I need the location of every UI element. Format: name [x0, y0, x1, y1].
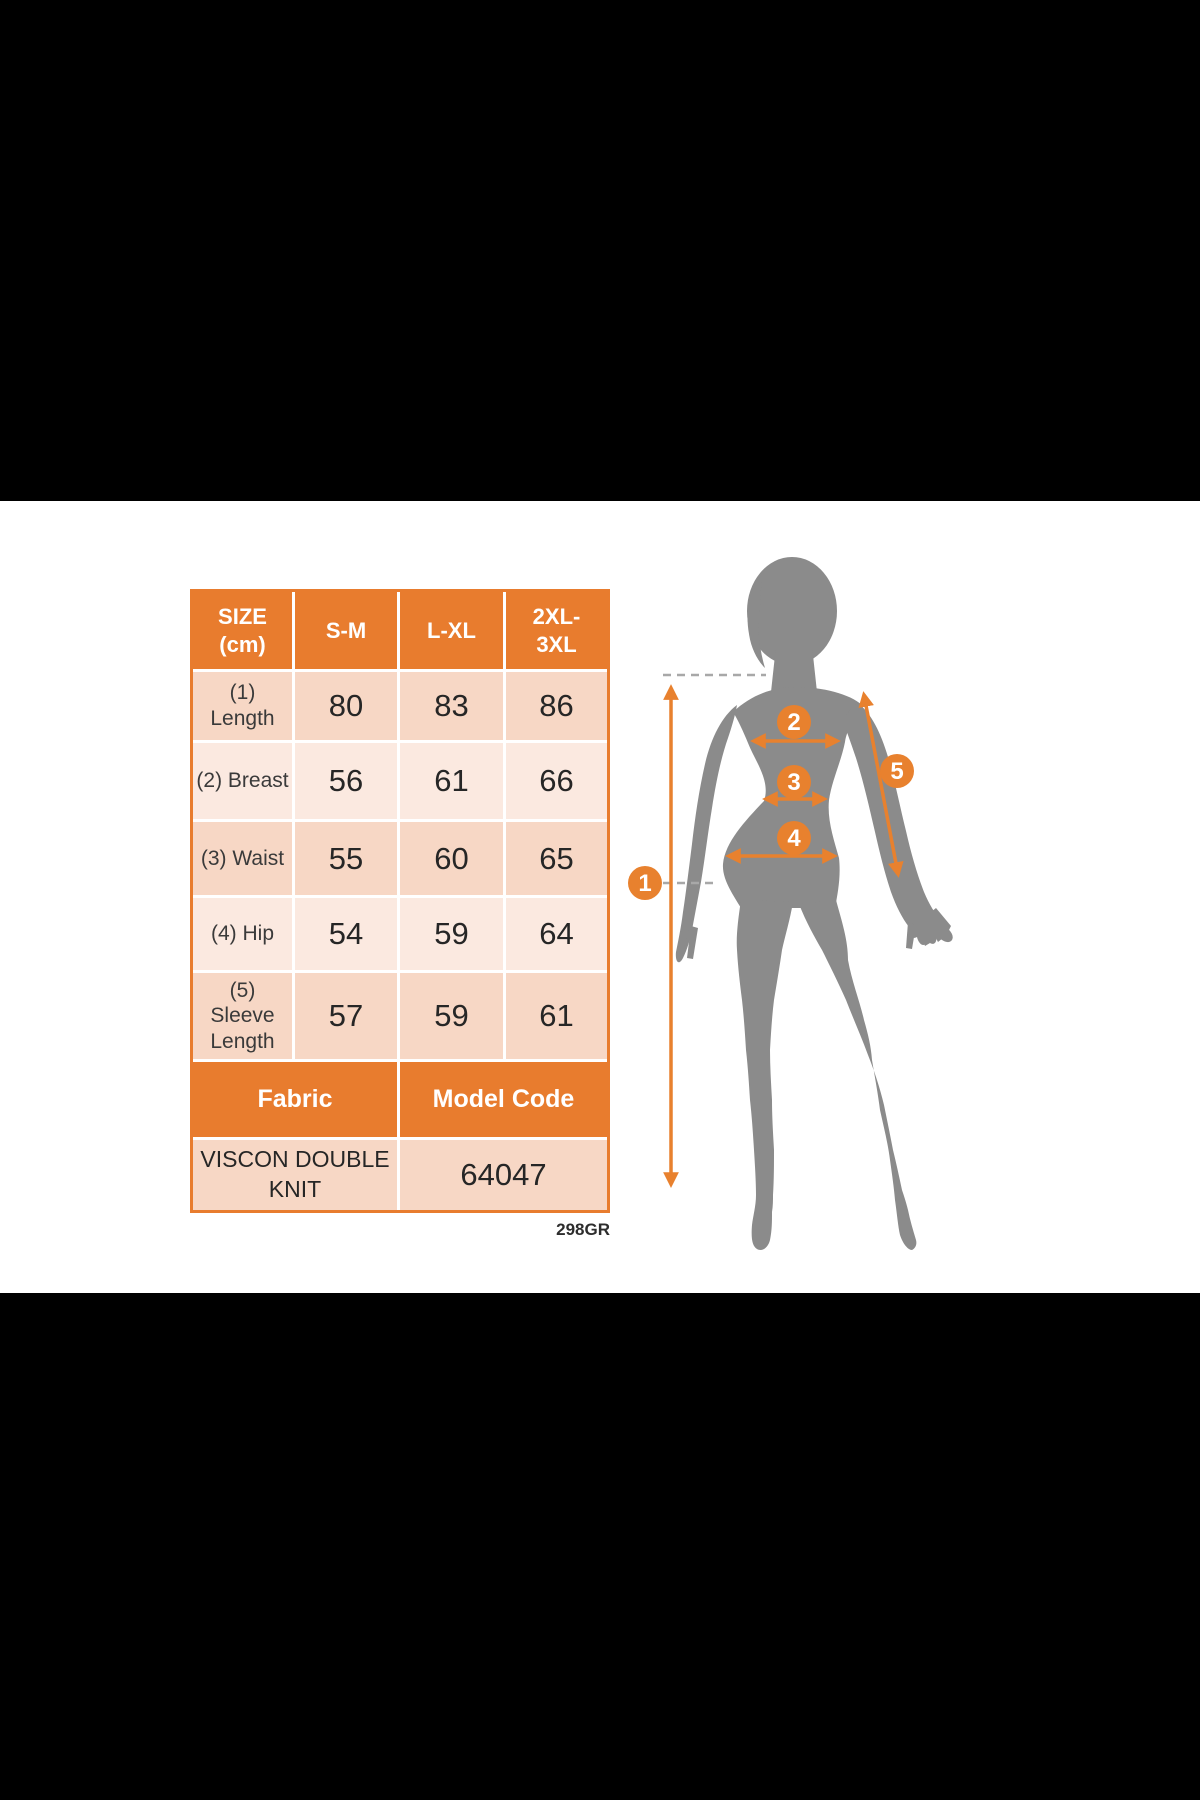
marker-circle — [777, 821, 811, 855]
size-value-cell: 56 — [295, 743, 397, 819]
row-label-text: (2) Breast — [196, 769, 289, 793]
size-value-cell: 59 — [400, 898, 503, 970]
row-label-text: Length — [210, 707, 275, 730]
size-value-cell: 86 — [506, 672, 607, 740]
female-body-silhouette — [675, 557, 953, 1250]
row-label-text: Length — [210, 1029, 275, 1053]
model-code-value: 64047 — [400, 1140, 607, 1210]
col-header-2xl-3xl: 2XL- 3XL — [506, 592, 607, 669]
row-label-text: (1) — [229, 681, 256, 705]
arrow-5-sleeve — [858, 691, 904, 878]
col-header-text: 2XL- — [532, 604, 581, 629]
row-label-text: (4) Hip — [210, 922, 274, 946]
marker-circle — [777, 765, 811, 799]
marker-circle — [628, 866, 662, 900]
size-chart-table: SIZE (cm) S-M L-XL 2XL- 3XL (1) Length 8… — [190, 589, 610, 1213]
weight-note: 298GR — [556, 1220, 610, 1239]
size-value-cell: 60 — [400, 822, 503, 895]
row-label-text: (5) — [229, 978, 256, 1002]
marker-number: 2 — [787, 709, 800, 736]
marker-number: 1 — [638, 870, 651, 897]
size-value-cell: 83 — [400, 672, 503, 740]
fabric-value: VISCON DOUBLE KNIT — [193, 1140, 397, 1210]
size-value-cell: 59 — [400, 973, 503, 1059]
row-label-waist: (3) Waist — [193, 822, 292, 895]
marker-circle — [777, 705, 811, 739]
col-header-text: S-M — [325, 617, 367, 643]
size-value-cell: 61 — [400, 743, 503, 819]
marker-number: 4 — [787, 825, 801, 852]
row-label-hip: (4) Hip — [193, 898, 292, 970]
size-value-cell: 57 — [295, 973, 397, 1059]
row-label-text: Sleeve — [210, 1004, 275, 1028]
marker-badge-5: 5 — [880, 754, 914, 788]
top-letterbox-bar — [0, 0, 1200, 501]
col-header-text: (cm) — [219, 631, 266, 657]
size-value-cell: 64 — [506, 898, 607, 970]
size-value-cell: 54 — [295, 898, 397, 970]
size-value-cell: 65 — [506, 822, 607, 895]
model-code-header: Model Code — [400, 1062, 607, 1137]
col-header-text: L-XL — [427, 617, 476, 643]
row-label-sleeve-length: (5) Sleeve Length — [193, 973, 292, 1059]
col-header-l-xl: L-XL — [400, 592, 503, 669]
row-label-breast: (2) Breast — [193, 743, 292, 819]
col-header-s-m: S-M — [295, 592, 397, 669]
marker-badge-3: 3 — [777, 765, 811, 799]
size-value-cell: 55 — [295, 822, 397, 895]
row-label-length: (1) Length — [193, 672, 292, 740]
size-value-cell: 66 — [506, 743, 607, 819]
bottom-letterbox-bar — [0, 1293, 1200, 1800]
marker-badge-4: 4 — [777, 821, 811, 855]
row-label-text: (3) Waist — [200, 846, 285, 870]
marker-number: 3 — [787, 769, 800, 796]
col-header-size: SIZE (cm) — [193, 592, 292, 669]
marker-badge-2: 2 — [777, 705, 811, 739]
col-header-text: SIZE — [218, 604, 267, 629]
size-value-cell: 80 — [295, 672, 397, 740]
marker-badge-1: 1 — [628, 866, 662, 900]
measurement-diagram: 1 2 3 4 5 — [628, 557, 953, 1250]
col-header-text: 3XL — [536, 631, 577, 657]
fabric-header: Fabric — [193, 1062, 397, 1137]
marker-circle — [880, 754, 914, 788]
marker-number: 5 — [890, 758, 903, 785]
size-value-cell: 61 — [506, 973, 607, 1059]
